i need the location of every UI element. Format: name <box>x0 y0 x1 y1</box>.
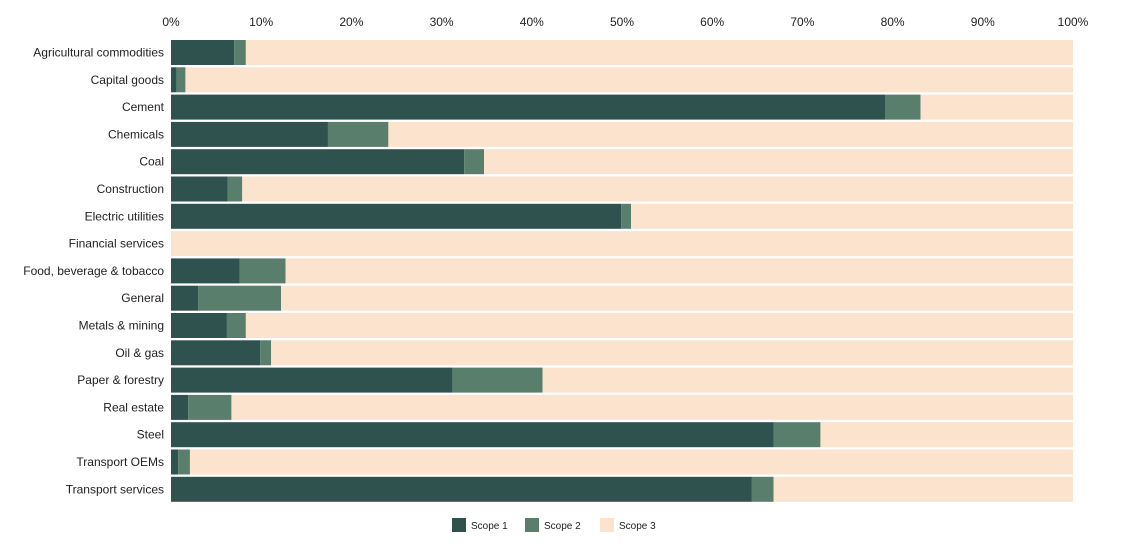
legend-swatch <box>600 518 614 532</box>
legend-label: Scope 3 <box>619 521 656 532</box>
category-label: Transport services <box>66 482 164 496</box>
category-label: Transport OEMs <box>76 455 164 469</box>
bar-scope-2 <box>751 476 774 502</box>
x-tick-label: 30% <box>430 15 454 29</box>
bar-scope-2 <box>234 40 246 65</box>
bar-scope-1 <box>171 203 622 229</box>
bar-scope-2 <box>260 340 272 366</box>
bar-scope-2 <box>327 121 389 147</box>
legend-swatch <box>525 518 539 532</box>
bar-scope-2 <box>239 258 286 284</box>
bar-scope-1 <box>171 67 177 93</box>
bar-scope-3 <box>820 422 1073 448</box>
category-label: Cement <box>122 100 165 114</box>
legend-swatch <box>452 518 466 532</box>
bar-scope-1 <box>171 313 227 338</box>
category-label: Paper & forestry <box>77 373 164 387</box>
category-label: Food, beverage & tobacco <box>23 264 164 278</box>
category-label: General <box>121 291 164 305</box>
bar-scope-2 <box>188 394 232 420</box>
category-label: Steel <box>137 428 164 442</box>
bar-scope-3 <box>483 149 1073 175</box>
bar-scope-1 <box>171 40 235 65</box>
y-axis-labels: Agricultural commodities Capital goods Cem… <box>23 46 164 497</box>
bar-scope-1 <box>171 394 189 420</box>
x-tick-label: 100% <box>1058 15 1089 29</box>
bar-scope-3 <box>171 231 1073 257</box>
category-label: Chemicals <box>108 127 164 141</box>
bar-scope-2 <box>452 367 543 393</box>
bar-scope-1 <box>171 449 179 475</box>
x-tick-label: 90% <box>971 15 995 29</box>
bars <box>171 40 1074 502</box>
bar-scope-1 <box>171 258 240 284</box>
bar-scope-3 <box>189 449 1073 475</box>
bar-scope-1 <box>171 149 465 175</box>
category-label: Coal <box>139 155 164 169</box>
bar-scope-3 <box>185 67 1073 93</box>
legend: Scope 1 Scope 2 Scope 3 <box>452 518 656 532</box>
x-tick-label: 20% <box>339 15 363 29</box>
category-label: Oil & gas <box>115 346 164 360</box>
bar-scope-2 <box>178 449 190 475</box>
bar-scope-1 <box>171 476 752 502</box>
x-tick-label: 0% <box>162 15 180 29</box>
x-tick-label: 80% <box>881 15 905 29</box>
bar-scope-3 <box>542 367 1073 393</box>
legend-label: Scope 1 <box>471 521 508 532</box>
bar-scope-3 <box>245 40 1074 65</box>
x-tick-label: 70% <box>790 15 814 29</box>
bar-scope-3 <box>231 394 1073 420</box>
x-tick-label: 60% <box>700 15 724 29</box>
x-tick-label: 10% <box>249 15 273 29</box>
bar-scope-2 <box>464 149 484 175</box>
category-label: Construction <box>97 182 164 196</box>
bar-scope-3 <box>631 203 1073 229</box>
bar-scope-2 <box>773 422 821 448</box>
bar-scope-1 <box>171 176 228 202</box>
bar-scope-2 <box>885 94 921 120</box>
bar-scope-2 <box>621 203 632 229</box>
bar-scope-3 <box>245 313 1074 338</box>
bar-scope-2 <box>227 176 243 202</box>
bar-scope-3 <box>271 340 1073 366</box>
x-axis-ticks: 0% 10% 20% 30% 40% 50% 60% 70% 80% 90% 100% <box>162 15 1088 29</box>
bar-scope-1 <box>171 422 774 448</box>
bar-scope-1 <box>171 94 886 120</box>
bar-scope-3 <box>920 94 1073 120</box>
bar-scope-2 <box>198 285 282 311</box>
category-label: Financial services <box>69 237 164 251</box>
category-label: Electric utilities <box>85 209 164 223</box>
bar-scope-1 <box>171 367 453 393</box>
category-label: Real estate <box>103 400 164 414</box>
bar-scope-1 <box>171 340 261 366</box>
bar-scope-3 <box>773 476 1073 502</box>
legend-label: Scope 2 <box>544 521 581 532</box>
x-tick-label: 40% <box>520 15 544 29</box>
bar-scope-3 <box>285 258 1074 284</box>
bar-scope-3 <box>281 285 1073 311</box>
bar-scope-1 <box>171 121 328 147</box>
category-label: Metals & mining <box>79 319 164 333</box>
category-label: Capital goods <box>91 73 164 87</box>
bar-scope-3 <box>242 176 1073 202</box>
bar-scope-1 <box>171 285 199 311</box>
bar-scope-2 <box>176 67 186 93</box>
x-tick-label: 50% <box>610 15 634 29</box>
bar-scope-3 <box>388 121 1074 147</box>
category-label: Agricultural commodities <box>33 46 164 60</box>
bar-scope-2 <box>226 313 246 338</box>
